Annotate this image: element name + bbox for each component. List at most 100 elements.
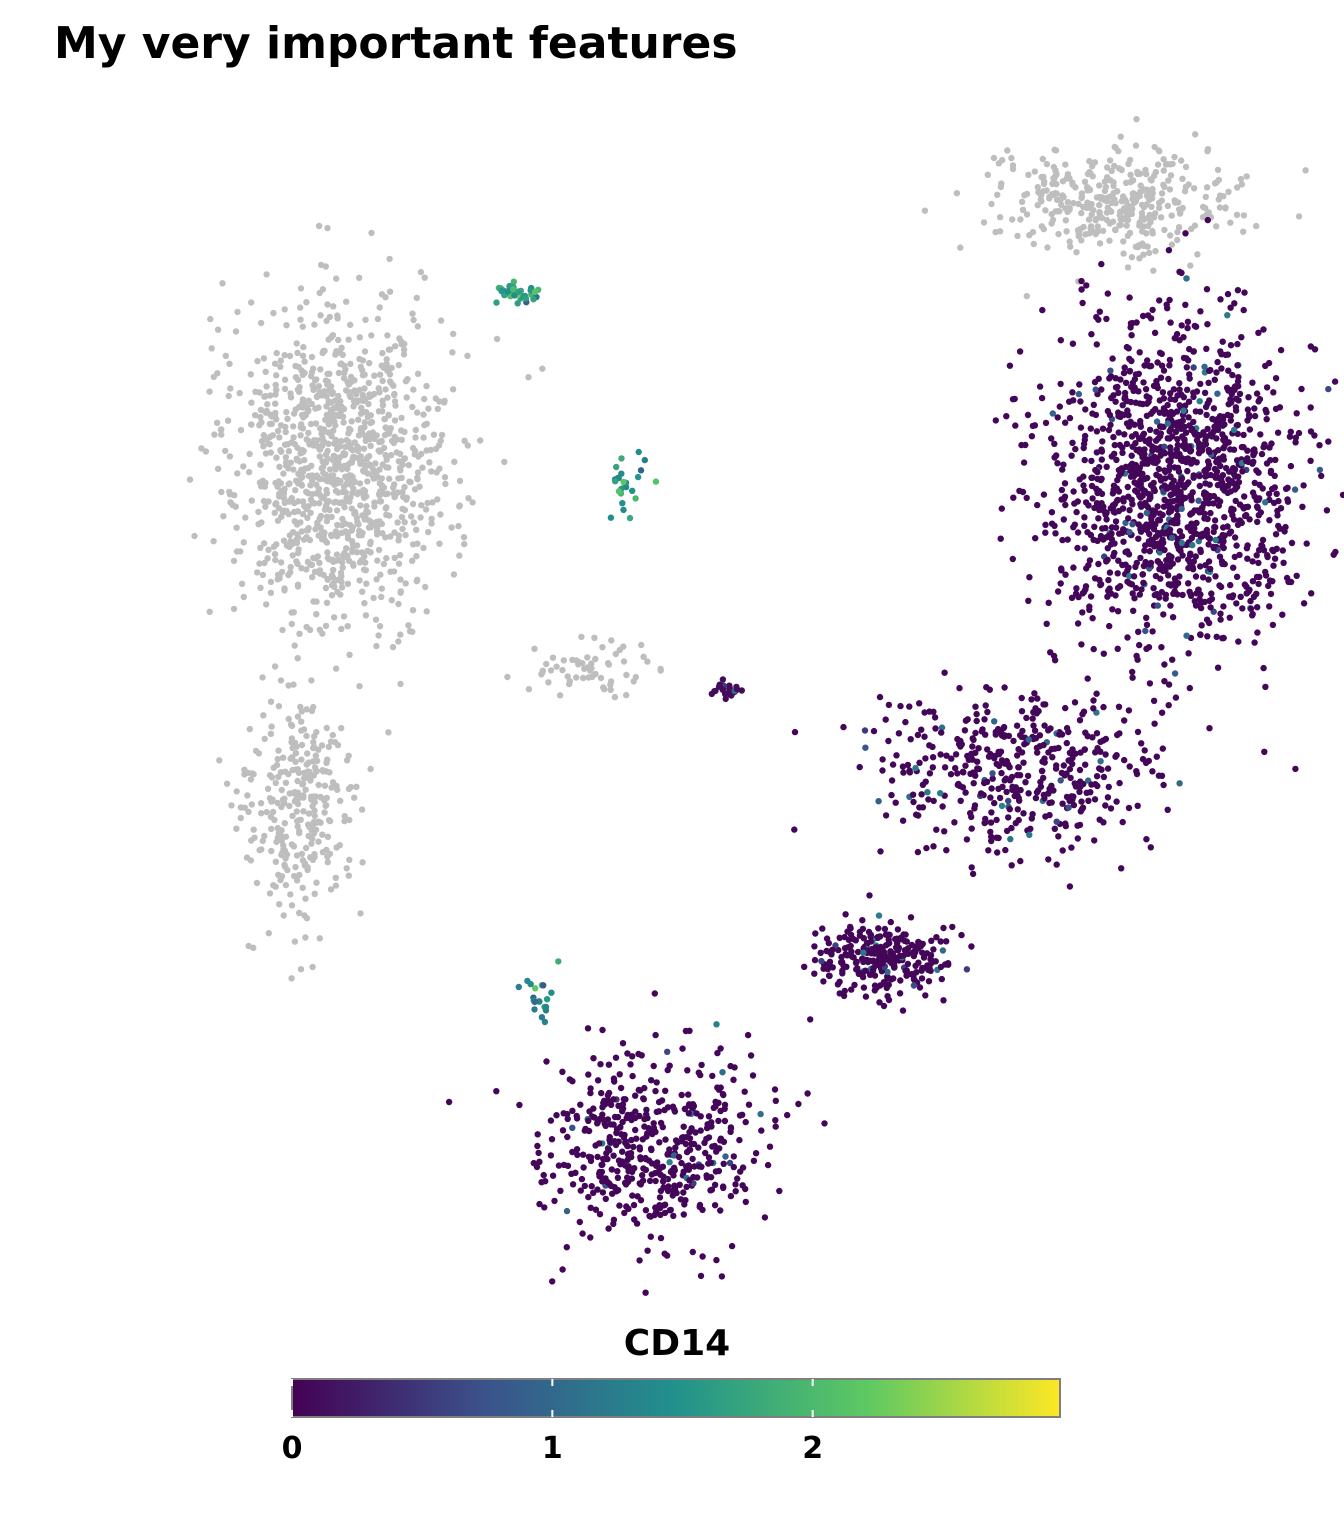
cell-point bbox=[579, 1151, 587, 1158]
cell-point bbox=[1190, 389, 1197, 396]
cell-point bbox=[1227, 488, 1235, 495]
cell-point bbox=[1055, 833, 1062, 840]
cell-point bbox=[947, 771, 955, 778]
cell-point bbox=[436, 540, 443, 547]
cell-point bbox=[1265, 490, 1273, 498]
cell-point bbox=[264, 785, 272, 792]
cell-point bbox=[299, 781, 306, 788]
cell-point bbox=[414, 370, 422, 377]
cell-point bbox=[1165, 552, 1173, 559]
cell-point bbox=[1269, 621, 1277, 629]
cell-point bbox=[954, 770, 961, 777]
cell-point bbox=[313, 728, 320, 736]
cell-point bbox=[379, 530, 386, 537]
cell-point bbox=[1308, 590, 1315, 597]
cell-point bbox=[425, 528, 432, 536]
cell-point bbox=[345, 430, 352, 437]
cell-point bbox=[245, 942, 252, 950]
cell-point bbox=[1003, 827, 1011, 835]
cell-point bbox=[856, 763, 863, 771]
cell-point bbox=[1136, 448, 1143, 455]
cell-point bbox=[1218, 365, 1225, 372]
cell-point bbox=[1012, 784, 1019, 791]
cell-point bbox=[362, 612, 370, 619]
cell-point bbox=[563, 1207, 571, 1215]
cell-point bbox=[1025, 790, 1032, 797]
cell-point bbox=[1110, 486, 1117, 494]
cell-point bbox=[640, 1165, 647, 1172]
cell-point bbox=[998, 180, 1005, 187]
cell-point bbox=[395, 361, 402, 369]
cell-point bbox=[907, 914, 915, 921]
cell-point bbox=[1153, 381, 1161, 389]
cell-point bbox=[587, 1234, 594, 1241]
cell-point bbox=[1262, 572, 1270, 579]
cell-point bbox=[299, 857, 307, 864]
cell-point bbox=[728, 1242, 736, 1250]
cell-point bbox=[305, 821, 312, 828]
cell-point bbox=[1223, 483, 1230, 490]
cell-point bbox=[1207, 565, 1214, 573]
cell-point bbox=[1039, 155, 1047, 163]
cell-point bbox=[725, 689, 732, 697]
cell-point bbox=[1070, 801, 1078, 809]
cell-point bbox=[1195, 497, 1202, 504]
cell-point bbox=[263, 271, 270, 278]
cell-point bbox=[1249, 558, 1256, 565]
cell-point bbox=[1235, 479, 1243, 486]
cell-point bbox=[257, 461, 264, 468]
cell-point bbox=[307, 482, 314, 489]
cell-point bbox=[536, 1200, 543, 1208]
cell-point bbox=[1124, 483, 1132, 491]
cell-point bbox=[1143, 502, 1150, 509]
cell-point bbox=[1008, 154, 1015, 162]
cell-point bbox=[493, 1088, 500, 1095]
cell-point bbox=[1238, 519, 1246, 527]
cell-point bbox=[1217, 610, 1224, 617]
cell-point bbox=[607, 514, 615, 521]
cell-point bbox=[559, 666, 566, 674]
cell-point bbox=[1039, 306, 1046, 314]
cell-point bbox=[772, 1123, 779, 1130]
cell-point bbox=[1140, 579, 1147, 586]
cell-point bbox=[545, 679, 552, 686]
cell-point bbox=[373, 576, 380, 583]
cell-point bbox=[423, 420, 430, 427]
cell-point bbox=[346, 816, 353, 824]
cell-point bbox=[367, 765, 374, 773]
cell-point bbox=[386, 512, 393, 519]
cell-point bbox=[289, 812, 296, 820]
cell-point bbox=[1167, 491, 1174, 499]
cell-point bbox=[1158, 644, 1165, 651]
cell-point bbox=[1272, 456, 1279, 464]
cell-point bbox=[1077, 398, 1084, 405]
cell-point bbox=[1140, 487, 1148, 494]
cell-point bbox=[1115, 429, 1122, 436]
cell-point bbox=[288, 902, 296, 909]
cell-point bbox=[331, 440, 338, 447]
cell-point bbox=[343, 475, 351, 482]
cell-point bbox=[1206, 535, 1214, 542]
cell-point bbox=[336, 349, 344, 356]
cell-point bbox=[257, 319, 265, 327]
cell-point bbox=[428, 468, 435, 475]
cell-point bbox=[420, 434, 427, 441]
cell-point bbox=[1115, 703, 1123, 710]
cell-point bbox=[382, 386, 389, 393]
cell-point bbox=[585, 1153, 593, 1161]
cell-point bbox=[1092, 411, 1100, 419]
cell-point bbox=[1189, 456, 1197, 464]
cell-point bbox=[1167, 458, 1174, 465]
cell-point bbox=[326, 313, 333, 321]
cell-point bbox=[1221, 434, 1229, 442]
cell-point bbox=[1121, 756, 1128, 764]
cell-point bbox=[386, 255, 393, 263]
cell-point bbox=[851, 981, 858, 989]
cell-point bbox=[242, 514, 249, 521]
cell-point bbox=[1245, 588, 1252, 595]
cell-point bbox=[263, 436, 270, 443]
cell-point bbox=[361, 600, 368, 607]
cell-point bbox=[341, 817, 348, 825]
cell-point bbox=[1139, 240, 1146, 247]
cell-point bbox=[427, 446, 434, 454]
